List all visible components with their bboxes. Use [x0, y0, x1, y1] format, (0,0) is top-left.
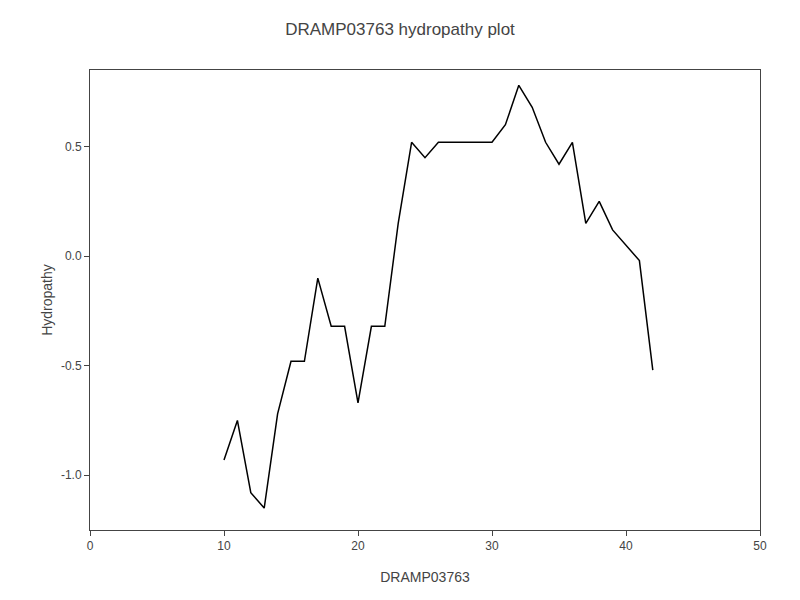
svg-text:0: 0 — [87, 539, 94, 553]
svg-text:30: 30 — [485, 539, 499, 553]
svg-text:DRAMP03763 hydropathy plot: DRAMP03763 hydropathy plot — [285, 20, 515, 39]
svg-text:40: 40 — [619, 539, 633, 553]
svg-text:50: 50 — [753, 539, 767, 553]
svg-text:10: 10 — [217, 539, 231, 553]
svg-text:-1.0: -1.0 — [61, 468, 82, 482]
svg-text:0.0: 0.0 — [65, 249, 82, 263]
svg-text:Hydropathy: Hydropathy — [39, 264, 55, 336]
svg-text:0.5: 0.5 — [65, 140, 82, 154]
svg-text:20: 20 — [351, 539, 365, 553]
svg-text:-0.5: -0.5 — [61, 359, 82, 373]
svg-text:DRAMP03763: DRAMP03763 — [380, 569, 470, 585]
